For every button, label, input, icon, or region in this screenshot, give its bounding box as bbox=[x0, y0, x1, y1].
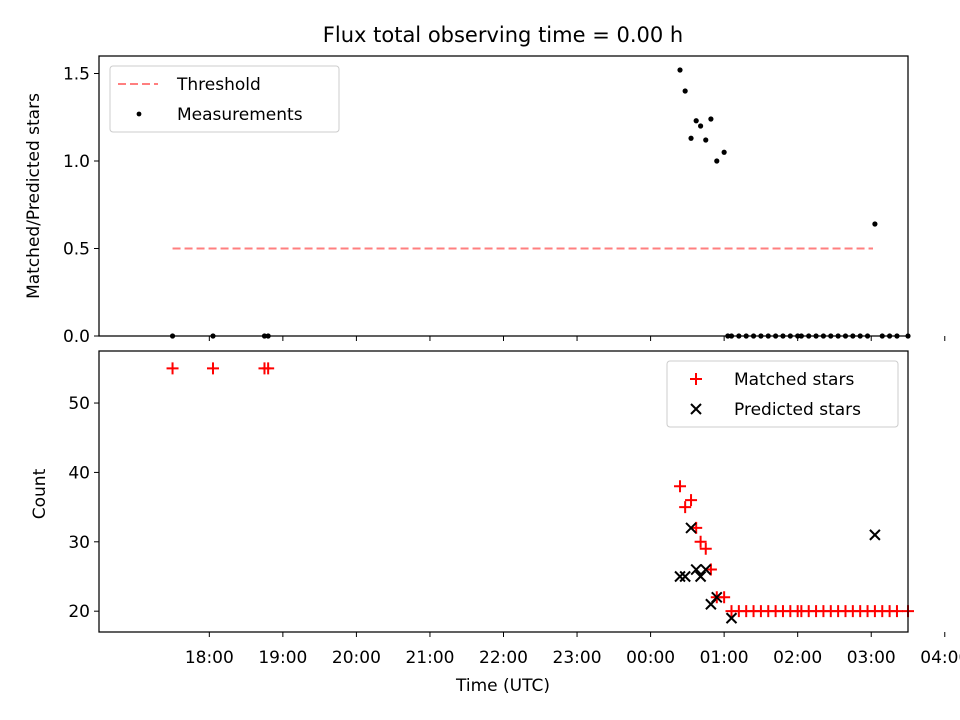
matched-star-point bbox=[262, 362, 275, 375]
top-y-axis: 0.0 0.5 1.0 1.5 bbox=[63, 65, 99, 347]
matched-star-point bbox=[694, 535, 707, 548]
bottom-y-tick-label: 50 bbox=[68, 394, 90, 414]
x-tick-label: 00:00 bbox=[626, 648, 675, 668]
legend-measurements-swatch bbox=[136, 111, 142, 117]
matched-star-point bbox=[890, 605, 903, 618]
matched-star-point bbox=[206, 362, 219, 375]
measurement-point bbox=[682, 88, 688, 94]
matched-star-point bbox=[679, 501, 692, 514]
star-count-marks bbox=[166, 362, 914, 624]
x-tick-label: 01:00 bbox=[700, 648, 749, 668]
chart-title: Flux total observing time = 0.00 h bbox=[323, 23, 683, 47]
bottom-y-axis: 20 30 40 50 bbox=[68, 394, 99, 622]
x-tick-label: 18:00 bbox=[185, 648, 234, 668]
bottom-legend: Matched stars Predicted stars bbox=[666, 360, 899, 428]
x-tick-label: 23:00 bbox=[553, 648, 602, 668]
legend-matched-label: Matched stars bbox=[734, 370, 854, 390]
bottom-x-axis: 18:00 19:00 20:00 21:00 22:00 23:00 00:00 01:00… bbox=[185, 632, 960, 668]
x-tick-label: 22:00 bbox=[479, 648, 528, 668]
measurement-point bbox=[693, 118, 699, 124]
star-count-panel: 20 30 40 50 18:00 19:00 20:00 21:00 22:00 23:00 0… bbox=[30, 350, 960, 696]
measurement-point bbox=[714, 158, 720, 164]
top-y-tick-label: 1.5 bbox=[63, 65, 90, 85]
top-legend: Threshold Measurements bbox=[109, 65, 340, 133]
predicted-star-point bbox=[700, 563, 712, 576]
top-y-tick-label: 1.0 bbox=[63, 152, 90, 172]
measurement-point bbox=[703, 137, 709, 143]
top-y-tick-label: 0.5 bbox=[63, 240, 90, 260]
matched-star-point bbox=[699, 542, 712, 555]
top-legend-frame bbox=[109, 65, 340, 133]
predicted-star-point bbox=[679, 570, 691, 583]
x-tick-label: 04:00 bbox=[920, 648, 960, 668]
legend-predicted-label: Predicted stars bbox=[734, 400, 861, 420]
bottom-y-tick-label: 30 bbox=[68, 533, 90, 553]
predicted-star-point bbox=[869, 529, 881, 541]
predicted-star-point bbox=[725, 612, 738, 624]
x-tick-label: 20:00 bbox=[332, 648, 381, 668]
legend-matched-swatch bbox=[690, 373, 702, 385]
x-tick-label: 02:00 bbox=[773, 648, 822, 668]
legend-threshold-label: Threshold bbox=[176, 75, 261, 95]
x-axis-label: Time (UTC) bbox=[455, 676, 550, 696]
matched-star-point bbox=[166, 362, 179, 375]
top-y-tick-label: 0.0 bbox=[63, 327, 90, 347]
bottom-y-tick-label: 20 bbox=[68, 602, 90, 622]
bottom-legend-frame bbox=[666, 360, 899, 428]
x-tick-label: 19:00 bbox=[258, 648, 307, 668]
predicted-star-point bbox=[711, 591, 723, 604]
x-tick-label: 03:00 bbox=[847, 648, 896, 668]
predicted-star-point bbox=[685, 522, 697, 534]
measurement-point bbox=[872, 221, 878, 227]
matched-star-point bbox=[674, 480, 687, 493]
predicted-star-point bbox=[690, 563, 702, 576]
matched-star-point bbox=[718, 591, 731, 604]
predicted-star-point bbox=[694, 570, 707, 583]
top-x-axis-ticks bbox=[208, 336, 946, 341]
predicted-star-point bbox=[674, 570, 686, 583]
top-y-axis-label: Matched/Predicted stars bbox=[24, 93, 44, 299]
measurement-point bbox=[721, 149, 727, 155]
bottom-y-axis-label: Count bbox=[30, 468, 50, 519]
legend-measurements-label: Measurements bbox=[177, 105, 303, 125]
measurement-point bbox=[708, 116, 714, 122]
flux-ratio-panel: Flux total observing time = 0.00 h 0.00.… bbox=[24, 23, 946, 347]
matched-star-point bbox=[685, 494, 698, 507]
measurement-point bbox=[677, 67, 683, 73]
measurement-point bbox=[698, 123, 704, 129]
legend-predicted-swatch bbox=[690, 403, 702, 415]
measurement-point bbox=[688, 135, 694, 141]
bottom-y-tick-label: 40 bbox=[68, 463, 90, 483]
x-tick-label: 21:00 bbox=[405, 648, 454, 668]
